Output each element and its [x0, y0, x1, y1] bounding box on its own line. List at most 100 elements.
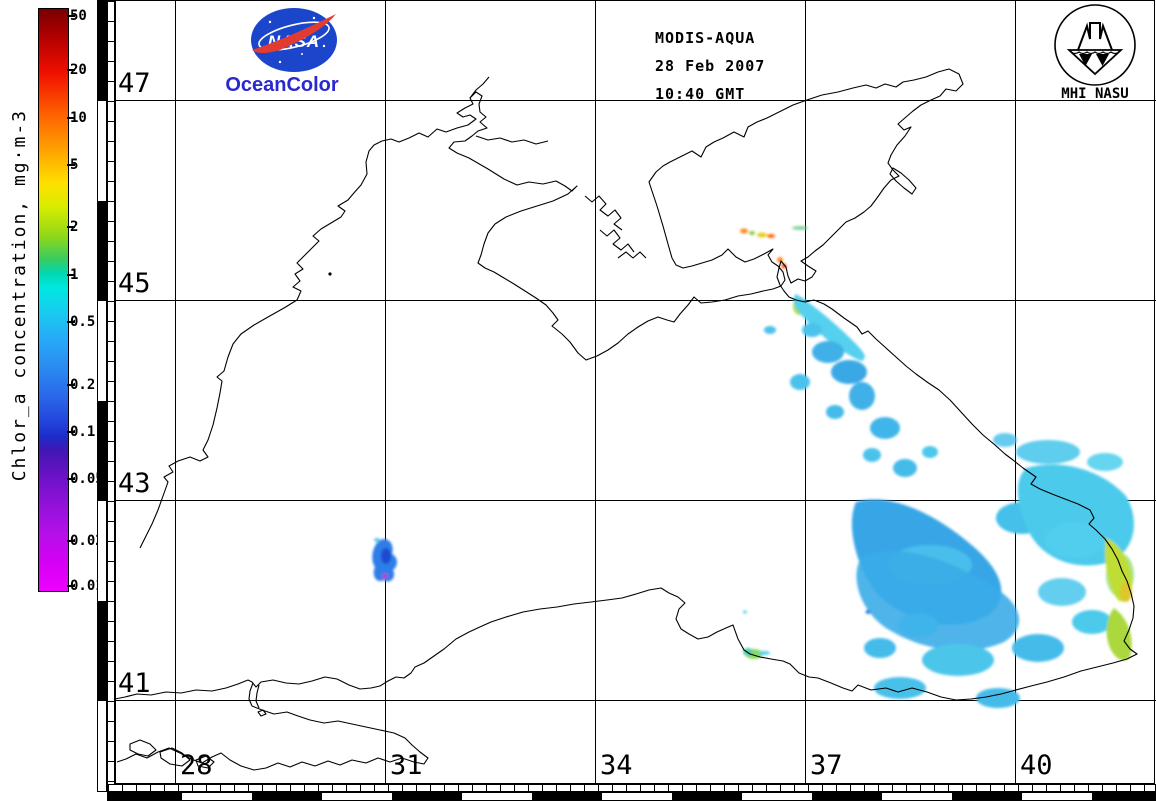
coastline-path — [617, 251, 647, 259]
mhi-logo-ring — [1054, 4, 1136, 86]
chlorophyll-patch — [1106, 608, 1132, 661]
mhi-logo-hull — [1066, 49, 1124, 76]
chlorophyll-patch — [874, 677, 926, 699]
colorbar-tick — [67, 540, 75, 542]
coastline-path — [195, 755, 215, 769]
chlorophyll-patch — [898, 613, 938, 637]
chlorophyll-patch — [976, 688, 1020, 708]
coastline-path — [159, 747, 191, 767]
chlorophyll-patch — [792, 226, 808, 230]
zmeiny-island — [328, 272, 332, 276]
chlorophyll-patch — [1038, 578, 1086, 606]
colorbar-tick — [67, 478, 75, 480]
chlorophyll-patch — [781, 263, 787, 269]
colorbar-tick-label: 50 — [70, 8, 87, 24]
chlorophyll-patch — [1016, 440, 1080, 464]
chlorophyll-patch — [743, 610, 747, 614]
chlorophyll-patch — [893, 459, 917, 477]
nasa-logo-orbit — [258, 21, 330, 51]
coastline-path — [257, 709, 267, 717]
chlorophyll-patch — [1087, 453, 1123, 471]
chlorophyll-patch — [764, 326, 776, 334]
chlorophyll-patch — [1072, 610, 1112, 634]
meridian-line — [805, 0, 806, 784]
chlorophyll-patch — [831, 360, 867, 384]
meridian-line — [595, 0, 596, 784]
map-frame — [115, 0, 1155, 784]
coastline-path — [889, 167, 917, 195]
chlorophyll-patch — [812, 341, 844, 363]
colorbar-tick-label: 10 — [70, 110, 87, 126]
mhi-nasu-logo — [1054, 4, 1136, 86]
chlorophyll-patch — [758, 651, 770, 655]
coastline-path — [114, 68, 1138, 701]
colorbar-tick — [67, 321, 75, 323]
latitude-label: 45 — [118, 268, 151, 299]
mhi-logo-glyph — [1077, 22, 1113, 51]
colorbar-tick — [67, 164, 75, 166]
latitude-label: 47 — [118, 68, 151, 99]
chlorophyll-patches — [372, 226, 1134, 708]
colorbar-tick-label: 0.05 — [70, 471, 104, 487]
coastline-path — [129, 739, 157, 757]
chlorophyll-patch — [381, 548, 391, 564]
chlorophyll-patch — [793, 294, 865, 361]
colorbar-tick — [67, 431, 75, 433]
chlorophyll-patch — [749, 231, 755, 235]
colorbar-tick — [67, 69, 75, 71]
mhi-nasu-label: MHI NASU — [1061, 86, 1129, 102]
colorbar-tick-label: 20 — [70, 62, 87, 78]
parallel-line — [115, 300, 1156, 301]
chlorophyll-patch — [1012, 634, 1064, 662]
colorbar-tick — [67, 274, 75, 276]
chlorophyll-patch — [993, 433, 1017, 447]
coastline — [114, 68, 1138, 771]
colorbar-tick-label: 0.1 — [70, 424, 96, 440]
chlorophyll-patch — [922, 644, 994, 676]
longitude-label: 34 — [600, 750, 633, 781]
colorbar-tick-label: 1 — [70, 267, 79, 283]
colorbar-tick — [67, 226, 75, 228]
chlorophyll-patch — [856, 551, 1020, 651]
colorbar-tick-label: 0.02 — [70, 533, 104, 549]
coastline-path — [255, 684, 260, 709]
chlorophyll-patch — [864, 638, 896, 658]
chlorophyll-patch — [802, 323, 822, 337]
colorbar-tick-label: 0.01 — [70, 578, 104, 594]
oceancolor-wordmark: OceanColor — [225, 74, 339, 96]
coastline-path — [248, 682, 254, 707]
islands — [328, 272, 332, 276]
chlorophyll-patch — [826, 405, 844, 419]
colorbar-tick — [67, 117, 75, 119]
nasa-logo: NASA — [251, 8, 337, 72]
meridian-line — [175, 0, 176, 784]
parallel-line — [115, 500, 1156, 501]
latitude-label: 41 — [118, 668, 151, 699]
meridian-line — [1015, 0, 1016, 784]
coastline-path — [469, 76, 490, 99]
coastline-path — [599, 229, 635, 253]
chlorophyll-patch — [740, 228, 748, 234]
parallel-line — [115, 100, 1156, 101]
chlorophyll-patch — [922, 446, 938, 458]
parallel-line — [115, 700, 1156, 701]
chlorophyll-patch — [863, 448, 881, 462]
longitude-label: 40 — [1020, 750, 1053, 781]
longitude-label: 28 — [180, 750, 213, 781]
chlorophyll-patch — [767, 234, 775, 238]
scene-info-text: MODIS-AQUA 28 Feb 2007 10:40 GMT — [655, 29, 766, 103]
chlorophyll-patch — [1045, 522, 1105, 558]
chlorophyll-patch — [382, 574, 388, 578]
colorbar-tick — [67, 15, 75, 17]
chlorophyll-patch — [757, 232, 767, 238]
colorbar-tick — [67, 384, 75, 386]
chlorophyll-patch — [865, 610, 871, 614]
chlorophyll-patch — [374, 538, 380, 542]
chlorophyll-patch — [790, 374, 810, 390]
coastline-path — [584, 195, 623, 231]
mhi-logo-waves — [1070, 51, 1120, 55]
longitude-label: 31 — [390, 750, 423, 781]
colorbar-tick-label: 5 — [70, 157, 79, 173]
